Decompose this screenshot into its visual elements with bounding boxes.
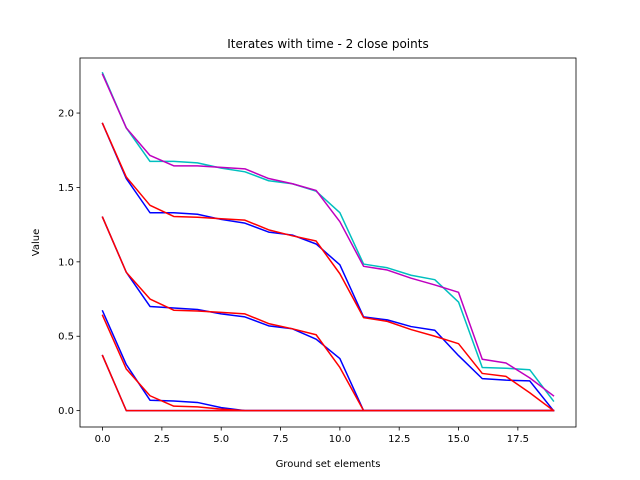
x-tick-label: 15.0 (447, 434, 469, 445)
chart-title: Iterates with time - 2 close points (227, 37, 428, 51)
x-tick-label: 10.0 (329, 434, 351, 445)
y-tick-label: 2.0 (58, 109, 74, 120)
x-axis-label: Ground set elements (276, 459, 381, 470)
y-tick-label: 1.0 (58, 257, 74, 268)
plot-frame (79, 57, 577, 428)
y-tick-label: 1.5 (58, 183, 74, 194)
y-axis-ticks: 0.0 0.5 1.0 1.5 2.0 (58, 109, 80, 417)
y-tick-label: 0.5 (58, 332, 74, 343)
series-line-6 (101, 216, 555, 412)
y-tick-label: 0.0 (58, 406, 74, 417)
series-line-9 (101, 71, 555, 403)
series-line-10 (101, 73, 555, 397)
x-tick-label: 2.5 (154, 434, 170, 445)
x-tick-label: 7.5 (273, 434, 289, 445)
x-axis-ticks: 0.0 2.5 5.0 7.5 10.0 12.5 15.0 17.5 (95, 427, 529, 445)
x-tick-label: 17.5 (507, 434, 529, 445)
y-axis-label: Value (31, 229, 42, 256)
series-layer (101, 71, 555, 412)
series-line-8 (101, 122, 555, 412)
series-line-7 (101, 122, 555, 412)
x-tick-label: 5.0 (213, 434, 229, 445)
x-tick-label: 0.0 (95, 434, 111, 445)
x-tick-label: 12.5 (388, 434, 410, 445)
